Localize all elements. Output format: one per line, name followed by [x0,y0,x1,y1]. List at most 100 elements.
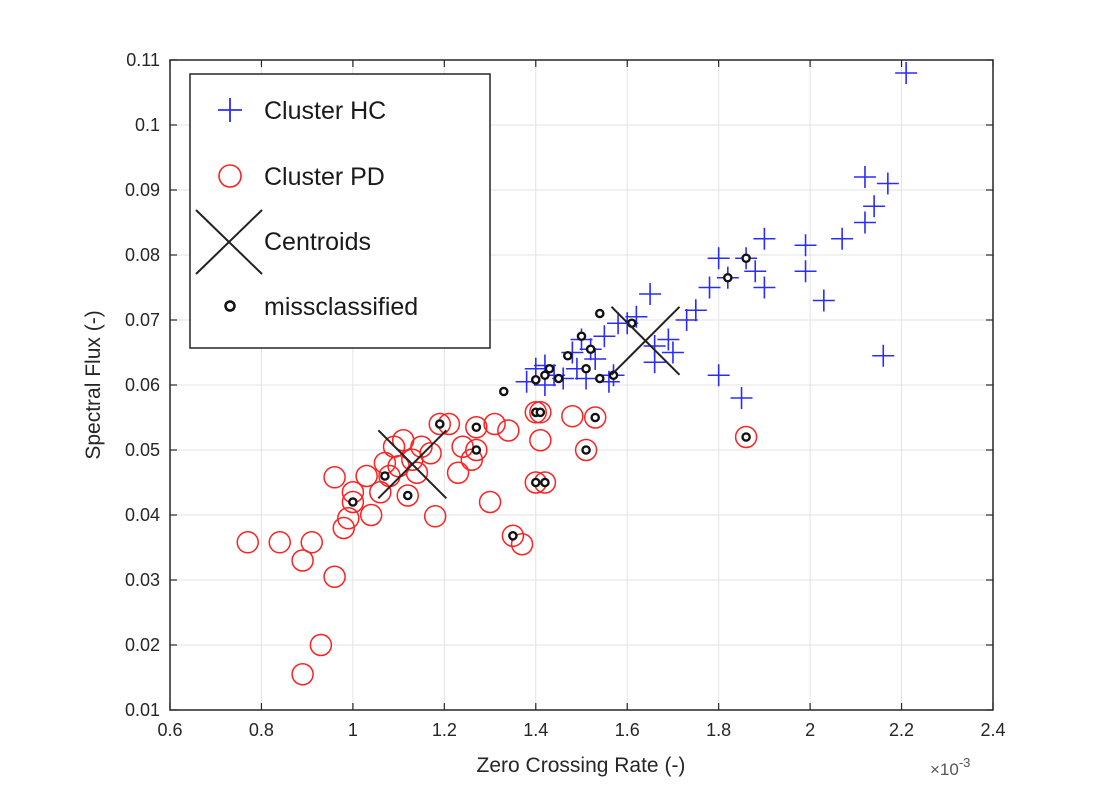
pd-point [574,438,598,462]
x-tick-label: 1.2 [432,720,457,740]
missclassified-point [535,407,546,418]
hc-point [794,260,817,283]
hc-point [698,276,721,299]
pd-point [291,663,314,686]
pd-point [341,490,365,514]
pd-point [561,404,584,428]
y-tick-label: 0.02 [125,635,160,655]
pd-point [446,461,470,484]
pd-point [501,524,525,548]
pd-point [323,466,346,489]
legend-hc-label: Cluster HC [264,97,386,125]
hc-point [853,166,876,188]
x-tick-label: 2.2 [889,720,914,740]
legend-centroid-label: Centroids [264,228,371,256]
hc-point [593,325,616,348]
x-axis-label: Zero Crossing Rate (-) [477,754,686,777]
legend-box [189,73,491,349]
missclassified-point [540,477,550,488]
pd-point [478,490,502,514]
hc-point [684,299,707,322]
legend-hc-marker [218,98,242,122]
hc-point [872,344,895,367]
y-tick-label: 0.05 [125,440,160,460]
x-exponent-label: ×10-3 [930,755,970,779]
missclassified-point [530,477,541,488]
x-tick-label: 1.4 [523,720,548,740]
pd-point [355,464,378,488]
pd-point [465,438,488,462]
x-exponent-power: -3 [959,755,971,770]
x-exponent-base: ×10 [930,760,959,779]
hc-point [895,62,918,84]
pd-point [483,412,506,436]
hc-point [863,195,886,218]
missclassified-point [585,344,596,355]
data-points [236,62,918,686]
legend: Cluster HC Cluster PD Centroids missclas… [189,73,491,349]
pd-point [583,406,607,429]
hc-point [707,364,730,387]
hc-point [707,247,730,270]
pd-point [529,429,552,452]
hc-point [753,227,776,250]
missclassified-point [590,412,601,423]
missclassified-point [576,331,587,342]
missclassified-point [544,363,555,374]
pd-point [497,419,520,442]
y-tick-label: 0.08 [125,245,160,265]
pd-point [734,425,758,449]
hc-point [584,348,607,370]
hc-point [675,309,698,331]
missclassified-point [380,471,390,481]
x-tick-label: 1.6 [615,720,640,740]
pd-point [291,549,314,572]
y-tick-label: 0.09 [125,180,160,200]
pd-point [236,531,259,554]
hc-point [661,341,684,364]
missclassified-point [553,373,564,384]
x-tick-label: 1.8 [706,720,731,740]
pd-point [529,401,552,424]
legend-pd-label: Cluster PD [264,163,385,191]
y-tick-label: 0.06 [125,375,160,395]
hc-point [639,283,662,305]
missclassified-point [581,363,591,374]
x-tick-label: 1 [348,720,358,740]
x-tick-label: 2 [805,720,815,740]
pd-point [510,533,534,556]
y-axis-label: Spectral Flux (-) [82,310,105,459]
missclassified-point [508,531,518,541]
x-tick-label: 0.6 [157,720,182,740]
missclassified-point [471,445,482,455]
hc-point [794,234,817,257]
hc-point [657,328,680,351]
missclassified-point [594,308,605,319]
missclassified-point [741,432,751,442]
pd-point [396,484,420,507]
y-tick-label: 0.01 [125,700,160,720]
pd-point [419,442,442,465]
hc-point [812,289,835,312]
missclassified-point [402,490,413,501]
hc-point [753,276,776,299]
missclassified-point [530,374,541,385]
missclassified-point [723,272,733,283]
pd-point [300,531,323,554]
pd-point [337,507,360,530]
pd-point [268,531,291,554]
x-tick-label: 0.8 [249,720,274,740]
legend-pd-marker [218,164,242,188]
missclassified-point [498,386,509,397]
hc-point [876,172,899,195]
hc-point [853,211,876,234]
legend-miss-label: missclassified [264,293,418,321]
missclassified-point [348,497,358,507]
missclassified-point [434,419,445,429]
missclassified-point [581,445,591,455]
missclassified-point [594,373,605,384]
centroid-point [610,306,681,376]
y-tick-label: 0.11 [126,50,160,70]
pd-point [423,505,447,528]
